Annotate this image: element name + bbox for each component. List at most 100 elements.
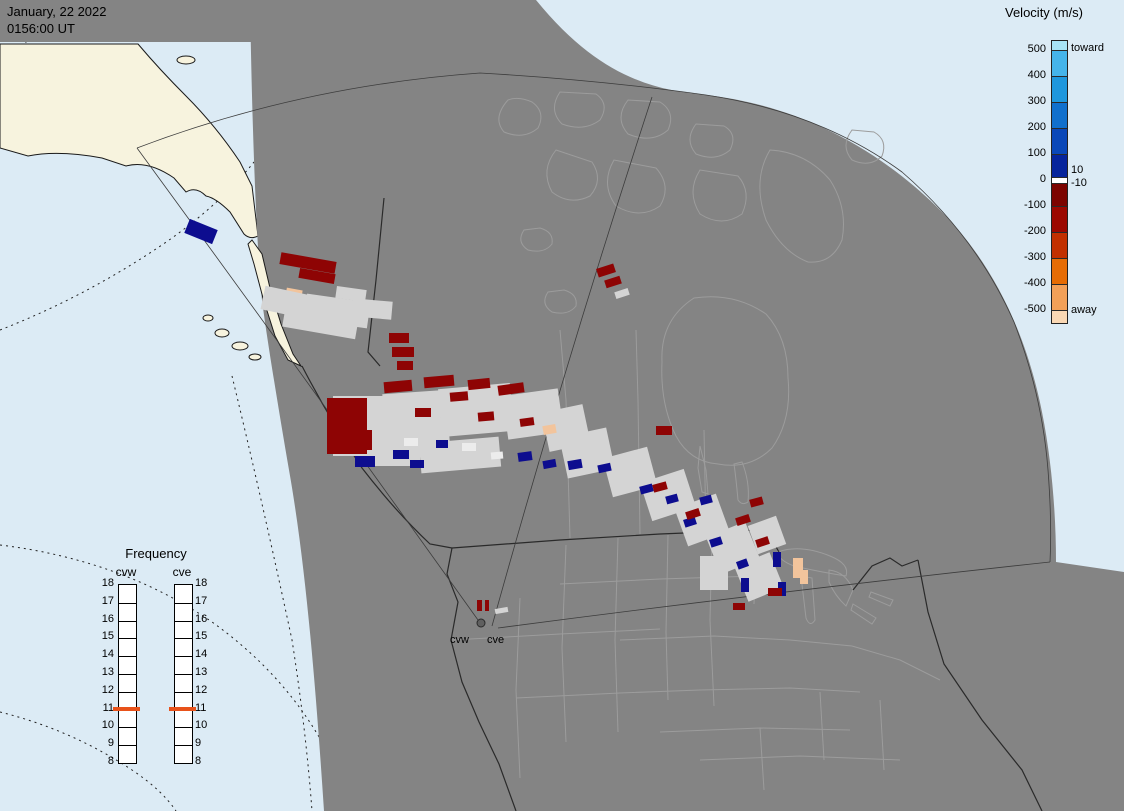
echo-cell bbox=[410, 460, 424, 468]
frequency-tick-cve-17: 17 bbox=[195, 595, 217, 607]
echo-cell bbox=[450, 391, 469, 402]
echo-cell bbox=[733, 603, 745, 610]
frequency-tick-cvw-16: 16 bbox=[92, 613, 114, 625]
frequency-bar-tick bbox=[119, 745, 136, 746]
colorbar-segment-100-200 bbox=[1052, 129, 1067, 155]
colorbar-segment-200-300 bbox=[1052, 103, 1067, 129]
frequency-marker-cvw bbox=[113, 707, 140, 711]
colorbar-tick--100: -100 bbox=[1010, 199, 1046, 211]
colorbar-segment-toward-cap bbox=[1052, 41, 1067, 51]
colorbar-segment-away-cap bbox=[1052, 311, 1067, 323]
echo-cell bbox=[741, 578, 749, 592]
colorbar-tick-100: 100 bbox=[1010, 147, 1046, 159]
velocity-legend-title: Velocity (m/s) bbox=[1005, 5, 1083, 20]
timestamp-panel: January, 22 2022 0156:00 UT bbox=[0, 0, 252, 42]
frequency-bar-tick bbox=[175, 692, 192, 693]
frequency-bar-tick bbox=[175, 603, 192, 604]
frequency-bar-tick bbox=[119, 674, 136, 675]
echo-cell bbox=[355, 456, 375, 467]
colorbar-segment--400--500 bbox=[1052, 285, 1067, 311]
echo-cell bbox=[485, 600, 489, 611]
echo-cell bbox=[415, 408, 431, 417]
colorbar-segment-10-100 bbox=[1052, 155, 1067, 178]
radar-label-cve: cve bbox=[487, 634, 504, 646]
colorbar-segment--10--100 bbox=[1052, 184, 1067, 207]
echo-cell bbox=[397, 361, 413, 370]
frequency-bar-tick bbox=[119, 656, 136, 657]
frequency-tick-cve-16: 16 bbox=[195, 613, 217, 625]
colorbar-tick--400: -400 bbox=[1010, 277, 1046, 289]
echo-cell bbox=[656, 426, 672, 435]
colorbar-segment--300--400 bbox=[1052, 259, 1067, 285]
frequency-bar-tick bbox=[175, 656, 192, 657]
colorbar-tick-400: 400 bbox=[1010, 69, 1046, 81]
frequency-tick-cvw-8: 8 bbox=[92, 755, 114, 767]
frequency-bar-tick bbox=[119, 638, 136, 639]
frequency-tick-cvw-9: 9 bbox=[92, 737, 114, 749]
echo-cell bbox=[491, 451, 504, 459]
echo-cell bbox=[768, 588, 782, 596]
colorbar-label-neg10: -10 bbox=[1071, 177, 1087, 189]
colorbar-label-pos10: 10 bbox=[1071, 164, 1083, 176]
frequency-tick-cvw-14: 14 bbox=[92, 648, 114, 660]
date-text: January, 22 2022 bbox=[7, 4, 252, 21]
frequency-tick-cve-10: 10 bbox=[195, 719, 217, 731]
echo-cell bbox=[800, 570, 808, 584]
frequency-tick-cve-9: 9 bbox=[195, 737, 217, 749]
frequency-bar-tick bbox=[119, 603, 136, 604]
frequency-bar-tick bbox=[175, 727, 192, 728]
frequency-tick-cve-14: 14 bbox=[195, 648, 217, 660]
radar-velocity-map-view: January, 22 2022 0156:00 UT Velocity (m/… bbox=[0, 0, 1124, 811]
velocity-colorbar bbox=[1051, 40, 1068, 324]
frequency-bar-cvw bbox=[118, 584, 137, 764]
frequency-marker-cve bbox=[169, 707, 196, 711]
echo-cell bbox=[404, 438, 418, 446]
colorbar-label-away: away bbox=[1071, 304, 1097, 316]
echo-cell bbox=[393, 450, 409, 459]
frequency-bar-tick bbox=[175, 621, 192, 622]
time-text: 0156:00 UT bbox=[7, 21, 252, 38]
frequency-bar-tick bbox=[119, 621, 136, 622]
echo-cell bbox=[389, 333, 409, 343]
frequency-tick-cve-12: 12 bbox=[195, 684, 217, 696]
colorbar-tick-0: 0 bbox=[1010, 173, 1046, 185]
frequency-tick-cvw-17: 17 bbox=[92, 595, 114, 607]
frequency-bar-tick bbox=[175, 745, 192, 746]
frequency-tick-cvw-18: 18 bbox=[92, 577, 114, 589]
frequency-bar-tick bbox=[175, 674, 192, 675]
radar-site-marker bbox=[477, 619, 485, 627]
map-canvas bbox=[0, 0, 1124, 811]
echo-cell bbox=[351, 298, 392, 319]
colorbar-label-toward: toward bbox=[1071, 42, 1104, 54]
frequency-tick-cvw-11: 11 bbox=[92, 702, 114, 714]
frequency-tick-cve-18: 18 bbox=[195, 577, 217, 589]
colorbar-segment-300-400 bbox=[1052, 77, 1067, 103]
colorbar-segment--100--200 bbox=[1052, 207, 1067, 233]
colorbar-tick--300: -300 bbox=[1010, 251, 1046, 263]
colorbar-tick-300: 300 bbox=[1010, 95, 1046, 107]
colorbar-segment-400-500 bbox=[1052, 51, 1067, 77]
echo-cell bbox=[700, 556, 728, 590]
colorbar-tick--500: -500 bbox=[1010, 303, 1046, 315]
colorbar-tick--200: -200 bbox=[1010, 225, 1046, 237]
colorbar-tick-500: 500 bbox=[1010, 43, 1046, 55]
echo-cell bbox=[773, 552, 781, 567]
frequency-tick-cve-11: 11 bbox=[195, 702, 217, 714]
echo-cell bbox=[477, 600, 482, 611]
frequency-tick-cve-15: 15 bbox=[195, 630, 217, 642]
frequency-tick-cvw-10: 10 bbox=[92, 719, 114, 731]
colorbar-segment--200--300 bbox=[1052, 233, 1067, 259]
echo-cell bbox=[436, 440, 448, 448]
frequency-legend-title: Frequency bbox=[106, 546, 206, 561]
echo-cell bbox=[462, 443, 476, 451]
echo-cell bbox=[392, 347, 414, 357]
frequency-tick-cve-8: 8 bbox=[195, 755, 217, 767]
frequency-tick-cve-13: 13 bbox=[195, 666, 217, 678]
echo-cell bbox=[352, 430, 372, 450]
radar-label-cvw: cvw bbox=[450, 634, 469, 646]
colorbar-tick-200: 200 bbox=[1010, 121, 1046, 133]
frequency-tick-cvw-13: 13 bbox=[92, 666, 114, 678]
frequency-bar-tick bbox=[119, 727, 136, 728]
frequency-bar-tick bbox=[119, 692, 136, 693]
frequency-bar-cve bbox=[174, 584, 193, 764]
